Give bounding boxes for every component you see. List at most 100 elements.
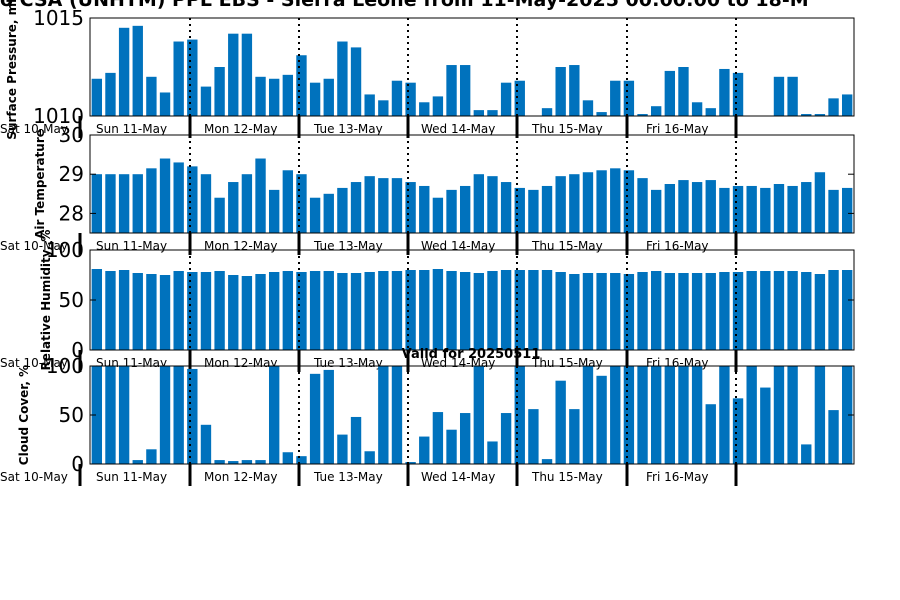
bar — [214, 271, 225, 350]
bar — [828, 98, 839, 116]
day-label: Sun 11-May — [96, 470, 167, 484]
bar — [841, 94, 853, 116]
bar — [187, 368, 198, 464]
bar — [828, 270, 839, 350]
bar — [132, 174, 143, 233]
bar — [487, 441, 498, 464]
bar — [828, 189, 839, 233]
bar — [569, 174, 580, 233]
bar — [691, 182, 703, 233]
bar — [159, 158, 171, 233]
bar — [132, 25, 143, 116]
bar — [814, 172, 826, 233]
bar — [555, 176, 566, 233]
bar — [582, 172, 594, 233]
day-label: Thu 15-May — [531, 122, 603, 136]
day-label: Wed 14-May — [421, 470, 495, 484]
bar — [650, 189, 662, 233]
day-label: Mon 12-May — [204, 356, 278, 370]
bar — [528, 409, 539, 464]
bar — [473, 366, 485, 464]
bar — [118, 174, 130, 233]
bar — [569, 65, 580, 116]
bar — [650, 366, 662, 464]
bar — [746, 271, 757, 350]
bar — [473, 273, 485, 350]
day-label: Mon 12-May — [204, 470, 278, 484]
y-tick-label: 50 — [59, 403, 84, 427]
day-label: Fri 16-May — [646, 470, 709, 484]
bar — [105, 72, 116, 116]
bar — [432, 96, 444, 116]
bar — [596, 170, 607, 233]
y-tick-label: 1015 — [33, 6, 84, 30]
bar — [91, 269, 103, 350]
bar — [732, 398, 744, 464]
bar — [459, 272, 471, 350]
plot-frame — [89, 17, 855, 117]
bar — [228, 182, 239, 233]
day-label: Thu 15-May — [531, 470, 603, 484]
bar — [473, 174, 485, 233]
bar — [323, 193, 334, 233]
bar — [446, 271, 457, 350]
bar — [91, 174, 103, 233]
bar — [405, 270, 416, 350]
bar — [732, 72, 744, 116]
bar — [746, 185, 757, 233]
bar — [814, 114, 826, 116]
bar — [268, 78, 280, 116]
bar — [801, 114, 812, 116]
bar — [350, 416, 362, 464]
bar — [841, 366, 853, 464]
bar — [582, 366, 594, 464]
day-label: Sun 11-May — [96, 239, 167, 253]
bar — [350, 47, 362, 116]
bar — [678, 180, 689, 233]
bar — [309, 82, 321, 116]
bar — [691, 273, 703, 350]
bar — [241, 276, 253, 350]
bar — [378, 100, 389, 116]
bar — [555, 380, 566, 464]
day-label: Fri 16-May — [646, 239, 709, 253]
bar — [596, 112, 607, 116]
bar — [268, 272, 280, 350]
bar — [637, 272, 648, 350]
bar — [787, 271, 798, 350]
bar — [459, 413, 471, 464]
bar — [773, 184, 785, 233]
bar — [309, 271, 321, 350]
bar — [214, 460, 225, 464]
day-label: Sat 10-May — [0, 470, 68, 484]
bar — [159, 275, 171, 350]
bar — [773, 271, 785, 350]
bar — [405, 462, 416, 464]
bar — [391, 271, 403, 350]
day-label: Sat 10-May — [0, 356, 68, 370]
bar — [841, 270, 853, 350]
bar — [173, 41, 184, 116]
chart-title: o CSA (UNHTM) PPL EBS - Sierra Leone fro… — [0, 0, 809, 11]
bar — [500, 182, 512, 233]
bar — [364, 176, 375, 233]
bar — [255, 460, 266, 464]
bar — [255, 76, 266, 116]
bar — [364, 451, 375, 464]
bar — [841, 187, 853, 233]
bar — [323, 78, 334, 116]
bar — [228, 275, 239, 350]
bar — [773, 366, 785, 464]
bar — [650, 271, 662, 350]
bar — [610, 80, 621, 116]
bar — [569, 274, 580, 350]
bar — [678, 67, 689, 116]
bar — [446, 65, 457, 116]
bar — [282, 452, 294, 464]
bar — [296, 174, 307, 233]
bar — [146, 76, 157, 116]
bar — [459, 185, 471, 233]
bar-series — [91, 25, 853, 116]
